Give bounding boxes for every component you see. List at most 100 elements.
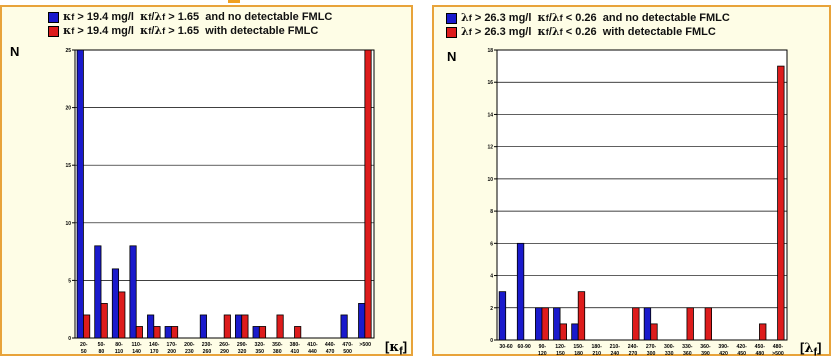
bar: [358, 303, 366, 339]
y-tick-label: 4: [490, 274, 493, 280]
y-axis-label: N: [447, 49, 457, 64]
x-tick-label: 470: [326, 349, 335, 355]
bar: [199, 314, 207, 339]
y-tick-label: 0: [490, 338, 493, 344]
legend-text: < 0.26 and no detectable FMLC: [562, 12, 730, 24]
legend-text: > 1.65 with detectable FMLC: [165, 25, 319, 37]
y-tick-label: 10: [65, 221, 71, 227]
legend-symbol: λ: [461, 11, 469, 24]
y-tick-label: 8: [490, 209, 493, 215]
bar: [235, 314, 243, 339]
legend-subscript: f: [468, 13, 472, 23]
x-tick-label: 320: [238, 349, 247, 355]
bar: [276, 314, 284, 339]
y-tick-label: 2: [490, 306, 493, 312]
bar: [252, 326, 260, 339]
x-tick-label: 480-: [773, 344, 784, 350]
x-tick-label: 180-: [591, 344, 602, 350]
bar: [571, 323, 579, 341]
x-tick-label: 420: [719, 351, 728, 357]
legend-slash: /: [548, 12, 552, 24]
plot-area: [74, 49, 375, 339]
x-tick-label: 500: [343, 349, 352, 355]
legend-subscript: f: [545, 27, 549, 37]
x-tick-label: 180: [574, 351, 583, 357]
x-tick-label: 300: [647, 351, 656, 357]
bar: [498, 291, 507, 341]
bar: [541, 307, 549, 341]
x-tick-label: 140-: [149, 342, 160, 348]
legend-symbol: λ: [154, 24, 163, 37]
x-tick-label: 230-: [202, 342, 213, 348]
y-tick-label: 15: [65, 163, 71, 169]
legend-symbol: κ: [537, 25, 546, 38]
left-bar-chart: 051015202520-5050-8080-110110-140140-170…: [65, 48, 375, 355]
x-tick-label: 90-: [539, 344, 547, 350]
x-tick-label: 150-: [573, 344, 584, 350]
x-tick-label: 200-: [184, 342, 195, 348]
bar: [153, 326, 161, 339]
x-tick-label: 410: [291, 349, 300, 355]
top-marker: [228, 0, 240, 3]
y-tick-label: 25: [65, 48, 71, 54]
x-tick-label: 200: [167, 349, 176, 355]
x-tick-label: 140: [132, 349, 141, 355]
bar: [340, 314, 348, 339]
x-tick-label: 80-: [115, 342, 123, 348]
x-tick-label: 270: [629, 351, 638, 357]
legend-swatch-blue: [446, 12, 457, 24]
legend-subscript: f: [545, 13, 549, 23]
x-tick-label: 440-: [325, 342, 336, 348]
legend-symbol: λ: [551, 11, 560, 24]
x-tick-label: 320-: [254, 342, 265, 348]
legend-subscript: f: [162, 26, 166, 36]
bar: [294, 326, 302, 339]
x-tick-label: 420-: [736, 344, 747, 350]
bar: [135, 326, 143, 339]
bar: [83, 314, 91, 339]
y-axis-label: N: [10, 44, 20, 59]
x-tick-label: 260: [203, 349, 212, 355]
legend-text: < 0.26 with detectable FMLC: [562, 26, 716, 38]
y-tick-label: 10: [487, 177, 493, 183]
y-tick-label: 12: [487, 145, 493, 151]
x-tick-label: 240-: [628, 344, 639, 350]
legend-subscript: f: [148, 12, 152, 22]
bar: [686, 307, 694, 341]
x-tick-label: 210: [592, 351, 601, 357]
x-tick-label: 390: [701, 351, 710, 357]
x-tick-label: 390-: [718, 344, 729, 350]
bar: [94, 245, 102, 339]
bar: [643, 307, 652, 341]
x-tick-label: >500: [359, 342, 371, 348]
legend-slash: /: [151, 11, 155, 23]
x-tick-label: 170: [150, 349, 159, 355]
legend-subscript: f: [559, 13, 563, 23]
right-bar-chart: 0 2 4 6 8 10 12 14 16 18 30-60 60-90 90-120 120-150 15…: [487, 48, 788, 357]
x-tick-label: 410-: [307, 342, 318, 348]
bar: [632, 307, 640, 341]
x-tick-label: 240: [610, 351, 619, 357]
y-tick-label: 20: [65, 106, 71, 112]
legend-symbol: λ: [551, 25, 560, 38]
bar: [777, 65, 785, 341]
x-tick-label: 330-: [682, 344, 693, 350]
x-tick-label: 110: [115, 349, 123, 355]
legend-subscript: f: [71, 12, 75, 22]
x-tick-label: 350-: [272, 342, 283, 348]
bar: [704, 307, 713, 341]
x-tick-label: 120: [538, 351, 547, 357]
x-tick-label: 350: [255, 349, 264, 355]
bar: [241, 314, 249, 339]
bar: [223, 314, 231, 339]
y-tick-label: 6: [490, 241, 493, 247]
legend-text: > 26.3 mg/l: [471, 12, 538, 24]
bar: [258, 326, 267, 339]
x-tick-label: 170-: [167, 342, 178, 348]
